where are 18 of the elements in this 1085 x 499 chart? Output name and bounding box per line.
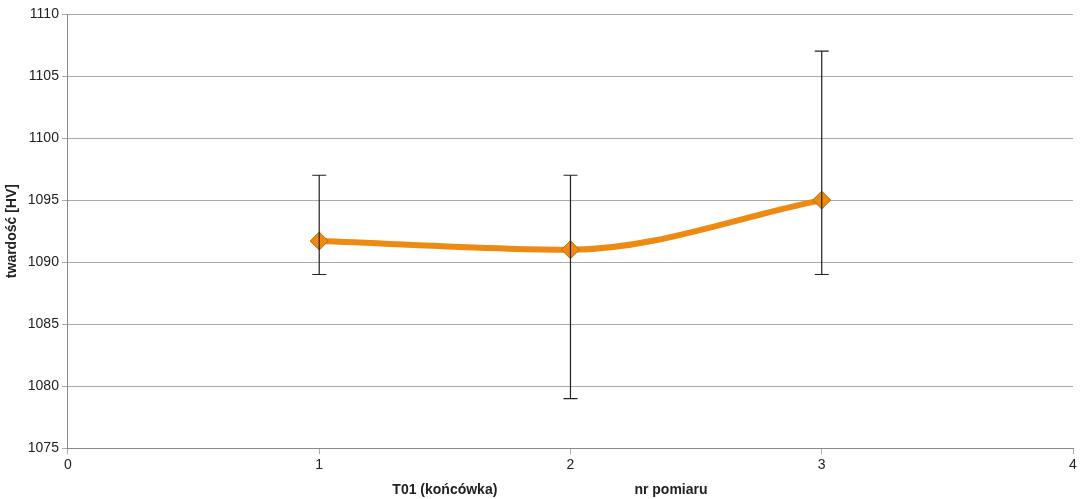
y-axis-title: twardość [HV] xyxy=(3,184,20,279)
x-tick-label: 4 xyxy=(1069,456,1078,473)
x-tick-label: 1 xyxy=(315,456,324,473)
point xyxy=(560,240,580,260)
y-tick-label: 1080 xyxy=(27,377,60,394)
point xyxy=(309,231,329,251)
y-tick-label: 1105 xyxy=(28,66,60,83)
x-tick-label: 0 xyxy=(64,456,73,473)
y-tick-label: 1095 xyxy=(27,190,60,207)
x-tick-label: 3 xyxy=(817,456,826,473)
y-tick-label: 1075 xyxy=(27,439,60,456)
text: T01 (końcówka) xyxy=(392,480,498,497)
y-tick-label: 1110 xyxy=(29,4,60,21)
x-tick-label: 2 xyxy=(566,456,575,473)
y-tick-label: 1085 xyxy=(27,315,60,331)
y-tick-label: 1090 xyxy=(27,252,60,269)
x-axis-title: nr pomiaru xyxy=(634,480,708,497)
y-tick-label: 1100 xyxy=(28,128,60,145)
